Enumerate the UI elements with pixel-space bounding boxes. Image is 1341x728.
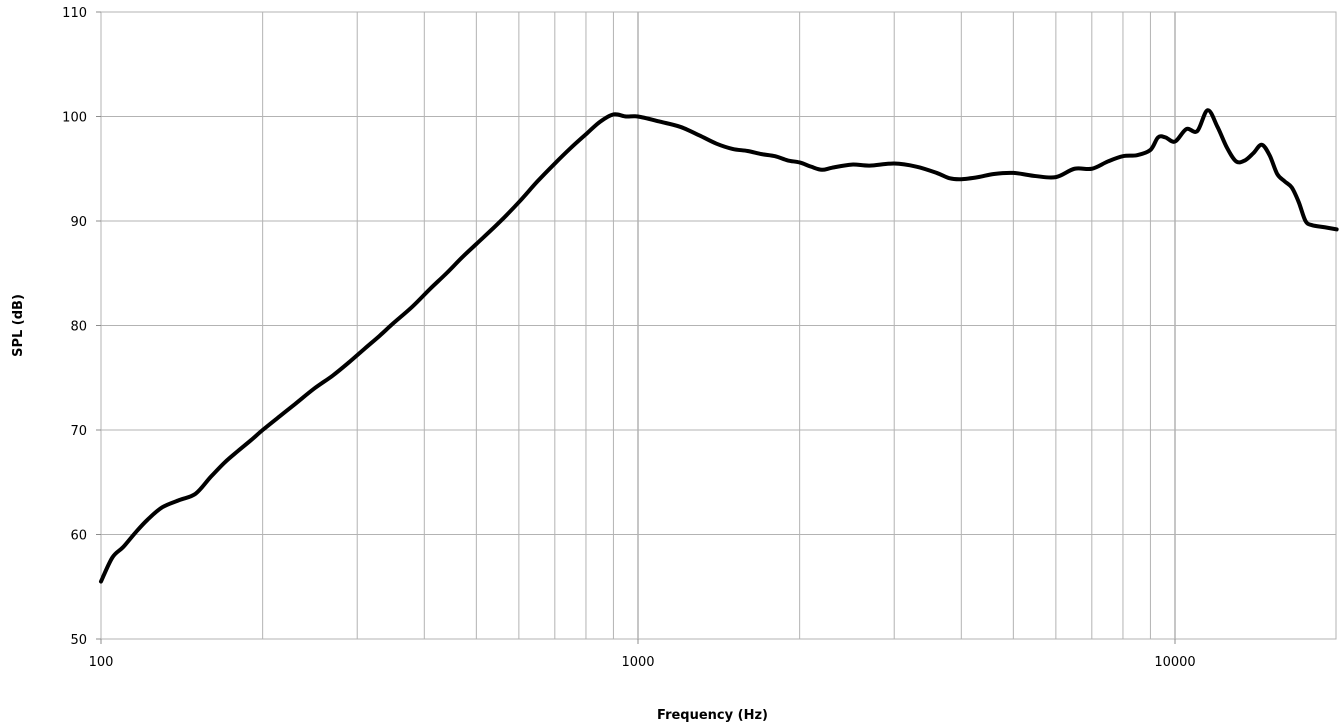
x-tick-label: 1000 <box>621 655 654 670</box>
y-tick-label: 110 <box>62 6 87 21</box>
y-tick-label: 50 <box>70 633 87 648</box>
series-layer <box>99 108 1339 584</box>
y-axis-ticks: 50 60 70 80 90 100 110 <box>62 6 101 648</box>
y-axis-title: SPL (dB) <box>11 294 26 357</box>
y-tick-label: 80 <box>70 320 87 335</box>
x-axis-title: Frequency (Hz) <box>657 708 768 723</box>
y-tick-label: 90 <box>70 215 87 230</box>
x-axis-ticks: 100 1000 10000 <box>89 639 1196 670</box>
grid <box>101 12 1336 639</box>
y-tick-label: 60 <box>70 529 87 544</box>
spl-response-line <box>99 108 1339 584</box>
y-tick-label: 100 <box>62 111 87 126</box>
y-tick-label: 70 <box>70 424 87 439</box>
x-tick-label: 10000 <box>1154 655 1195 670</box>
x-tick-label: 100 <box>89 655 114 670</box>
